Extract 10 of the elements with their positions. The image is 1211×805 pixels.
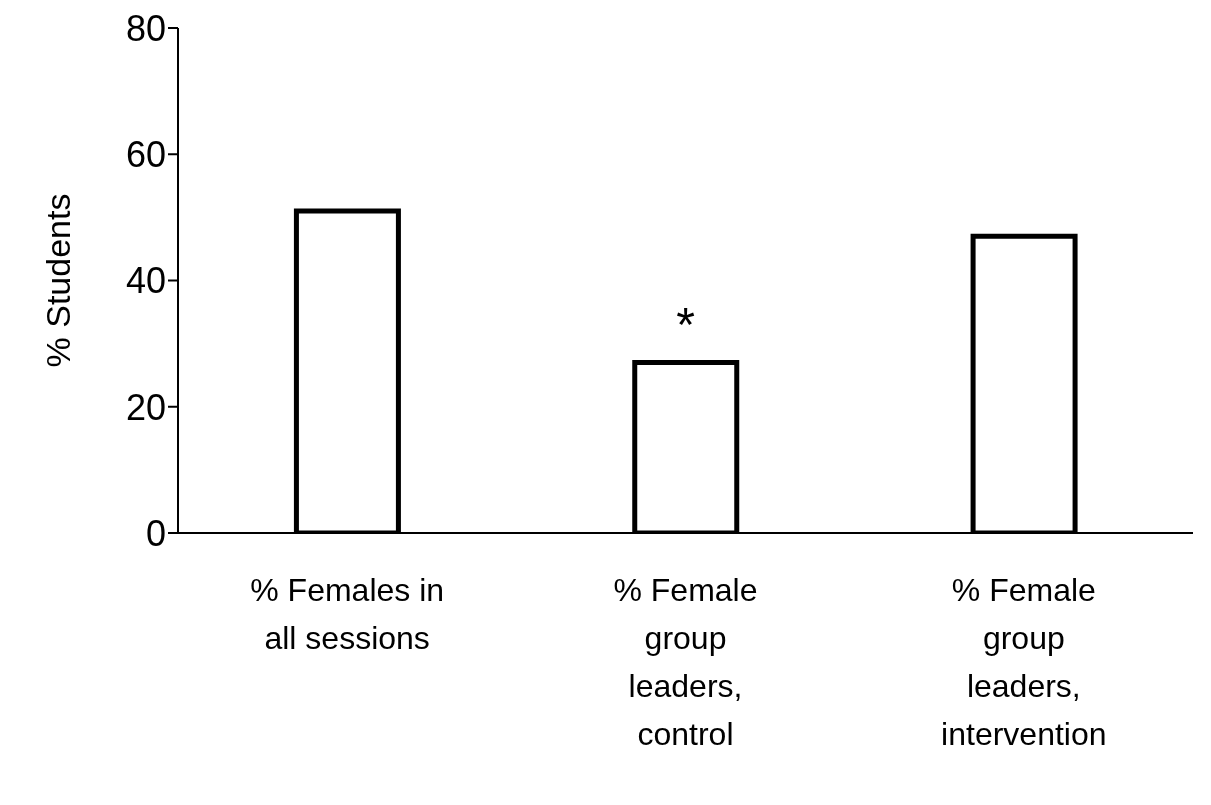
y-tick-label: 40 xyxy=(125,260,166,302)
y-tick-label: 20 xyxy=(125,386,166,428)
y-axis-title: % Students xyxy=(39,193,78,368)
x-tick-label: % Female group leaders, control xyxy=(613,572,758,752)
x-tick-label: % Females in all sessions xyxy=(250,572,445,656)
y-tick-label: 80 xyxy=(125,7,166,49)
y-tick-label: 0 xyxy=(145,512,166,554)
x-tick-label: % Female group leaders, intervention xyxy=(941,572,1107,752)
y-tick-label: 60 xyxy=(125,134,166,176)
annotation: * xyxy=(676,297,695,351)
